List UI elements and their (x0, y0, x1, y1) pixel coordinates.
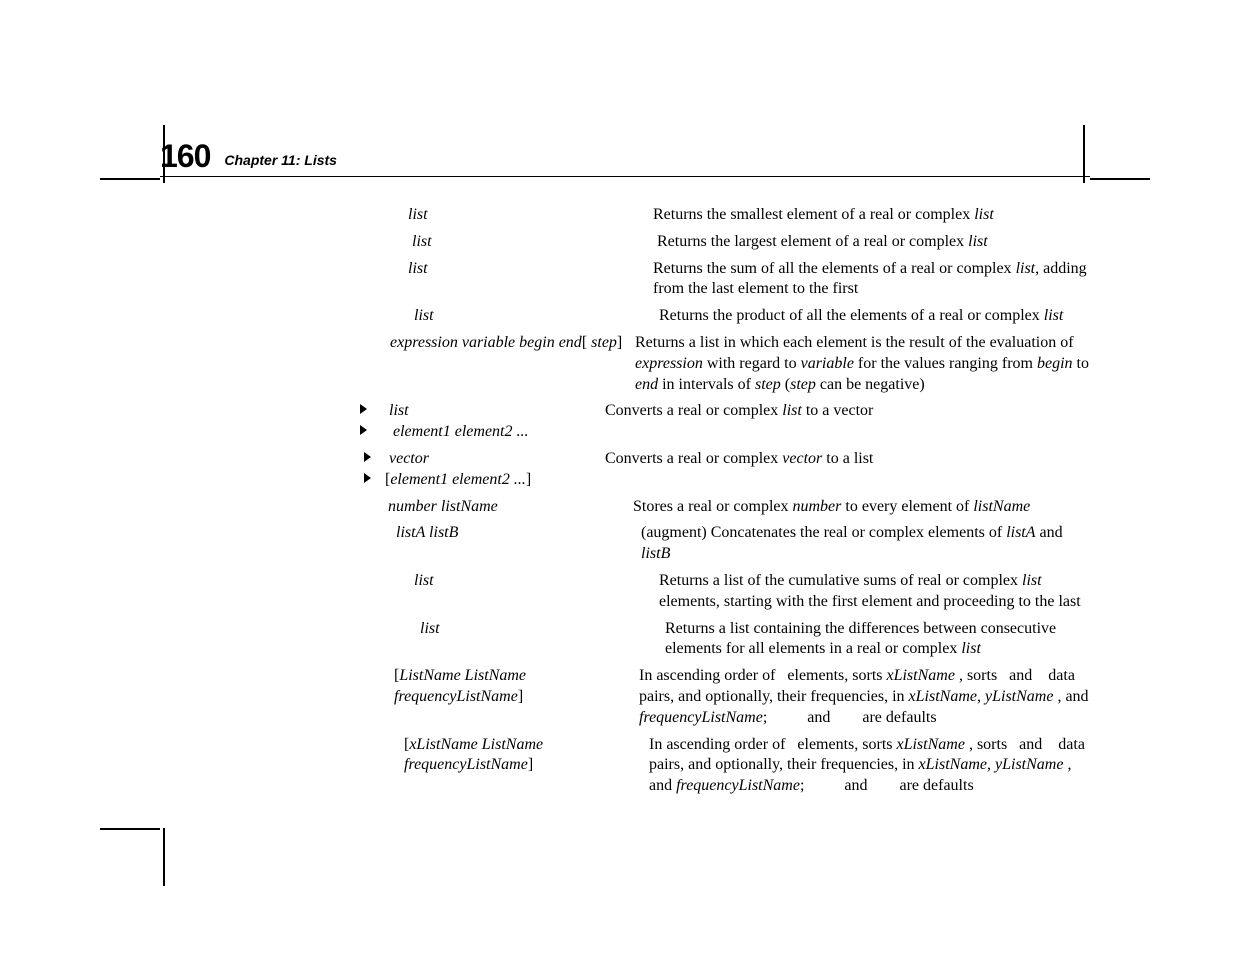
entry-syntax: list (360, 205, 653, 226)
entry-row: expression variable begin end[ step]Retu… (360, 333, 1090, 395)
entry-description: Stores a real or complex number to every… (633, 497, 1090, 518)
entries-list: listReturns the smallest element of a re… (360, 205, 1090, 797)
entry-row: list element1 element2 ...Converts a rea… (360, 401, 1090, 443)
chapter-title: Chapter 11: Lists (224, 152, 337, 168)
entry-row: listReturns the product of all the eleme… (360, 306, 1090, 327)
page-content: 160 Chapter 11: Lists listReturns the sm… (160, 140, 1090, 803)
entry-syntax: list (360, 306, 659, 327)
crop-mark-bot-left-v (163, 828, 165, 886)
entry-description: Returns a list of the cumulative sums of… (659, 571, 1090, 613)
entry-syntax: list (360, 259, 653, 280)
entry-syntax: list (360, 232, 657, 253)
entry-description: Returns a list containing the difference… (665, 619, 1090, 661)
entry-row: listReturns the smallest element of a re… (360, 205, 1090, 226)
entry-syntax: [xListName ListName frequencyListName] (360, 735, 649, 777)
crop-mark-top-right-h (1090, 178, 1150, 180)
entry-row: listReturns the sum of all the elements … (360, 259, 1090, 301)
entry-row: listReturns a list of the cumulative sum… (360, 571, 1090, 613)
entry-description: (augment) Concatenates the real or compl… (641, 523, 1090, 565)
entry-description: Returns the smallest element of a real o… (653, 205, 1090, 226)
crop-mark-top-left-h (100, 178, 160, 180)
entry-description: In ascending order of elements, sorts xL… (649, 735, 1090, 797)
entry-syntax: expression variable begin end[ step] (360, 333, 635, 354)
entry-row: listA listB(augment) Concatenates the re… (360, 523, 1090, 565)
entry-row: listReturns a list containing the differ… (360, 619, 1090, 661)
entry-row: listReturns the largest element of a rea… (360, 232, 1090, 253)
running-head: 160 Chapter 11: Lists (160, 140, 1090, 177)
entry-syntax: list (360, 619, 665, 640)
entry-syntax: [ListName ListName frequencyListName] (360, 666, 639, 708)
entry-description: Converts a real or complex vector to a l… (605, 449, 1090, 470)
entry-syntax: list element1 element2 ... (360, 401, 605, 443)
entry-description: Returns the largest element of a real or… (657, 232, 1090, 253)
entry-description: Returns a list in which each element is … (635, 333, 1090, 395)
entry-row: [ListName ListName frequencyListName]In … (360, 666, 1090, 728)
entry-row: vector [element1 element2 ...]Converts a… (360, 449, 1090, 491)
entry-description: Returns the product of all the elements … (659, 306, 1090, 327)
entry-description: In ascending order of elements, sorts xL… (639, 666, 1090, 728)
entry-row: [xListName ListName frequencyListName]In… (360, 735, 1090, 797)
entry-row: number listNameStores a real or complex … (360, 497, 1090, 518)
crop-mark-bot-left-h (100, 828, 160, 830)
entry-syntax: list (360, 571, 659, 592)
entry-description: Returns the sum of all the elements of a… (653, 259, 1090, 301)
entry-syntax: number listName (360, 497, 633, 518)
page-number: 160 (160, 140, 210, 172)
entry-syntax: listA listB (360, 523, 641, 544)
entry-syntax: vector [element1 element2 ...] (360, 449, 605, 491)
entry-description: Converts a real or complex list to a vec… (605, 401, 1090, 422)
